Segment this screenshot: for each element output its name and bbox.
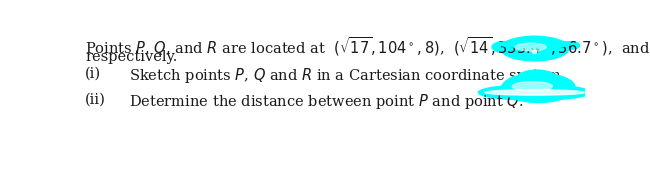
Text: (ii): (ii): [85, 93, 106, 106]
Ellipse shape: [500, 36, 569, 61]
Ellipse shape: [485, 90, 584, 95]
Text: Points $P$, $Q$, and $R$ are located at  $(\sqrt{17}, 104^\circ, 8)$,  $(\sqrt{1: Points $P$, $Q$, and $R$ are located at …: [85, 35, 650, 58]
Ellipse shape: [517, 70, 557, 87]
Ellipse shape: [478, 85, 591, 100]
Ellipse shape: [498, 40, 571, 48]
Ellipse shape: [515, 43, 546, 51]
Ellipse shape: [562, 42, 580, 49]
Text: (i): (i): [85, 66, 101, 80]
Text: Determine the distance between point $P$ and point $Q$.: Determine the distance between point $P$…: [129, 93, 524, 111]
Ellipse shape: [512, 82, 552, 91]
Ellipse shape: [532, 50, 537, 54]
Ellipse shape: [492, 42, 515, 52]
Text: respectively.: respectively.: [85, 50, 177, 64]
Text: Sketch points $P$, $Q$ and $R$ in a Cartesian coordinate system.: Sketch points $P$, $Q$ and $R$ in a Cart…: [129, 66, 566, 85]
Ellipse shape: [502, 73, 575, 102]
